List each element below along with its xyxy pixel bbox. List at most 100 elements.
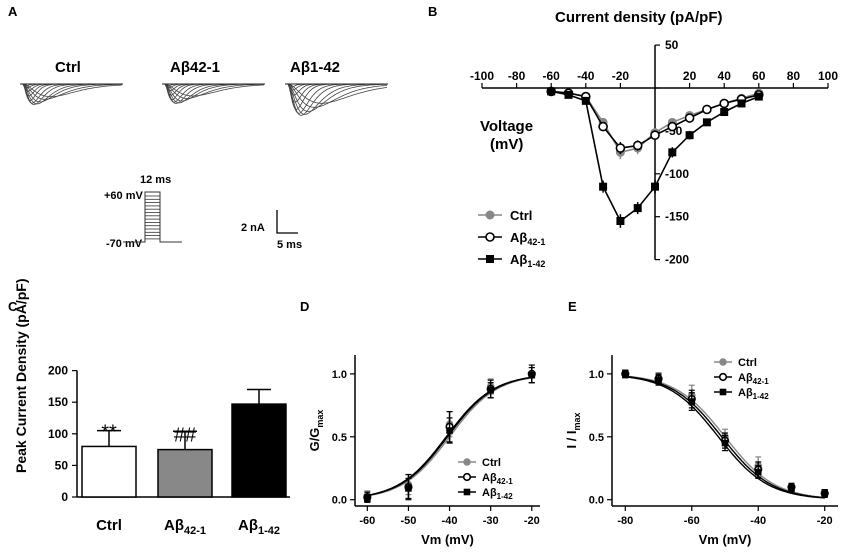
current-trace xyxy=(20,83,123,97)
legend-label: Aβ1-42 xyxy=(738,387,769,401)
legend-marker xyxy=(463,458,471,466)
iv-point xyxy=(633,204,642,213)
traces-ctrl xyxy=(20,83,123,106)
iv-x-tick-label: 80 xyxy=(787,69,801,83)
current-trace xyxy=(162,83,264,99)
iv-y-tick-label: -100 xyxy=(665,167,689,181)
protocol-steps xyxy=(145,195,160,240)
traces-ab1-42 xyxy=(285,83,388,116)
protocol-time-label: 12 ms xyxy=(140,174,171,186)
iv-title: Current density (pA/pF) xyxy=(555,9,723,26)
y-tick-label: 0.0 xyxy=(589,495,604,507)
iv-x-tick-label: -40 xyxy=(577,69,595,83)
bar-annotation: ## xyxy=(174,425,197,447)
data-point xyxy=(405,485,412,492)
y-tick-label: 1.0 xyxy=(589,369,604,381)
bar-marks: ** Ctrl ## Aβ42-1 Aβ1-42 xyxy=(81,388,287,537)
legend-marker xyxy=(486,255,494,263)
iv-point xyxy=(632,140,643,151)
iv-axes xyxy=(481,44,829,261)
data-point xyxy=(364,495,371,502)
trace-label-ctrl: Ctrl xyxy=(55,59,81,76)
protocol-bottom-voltage: -70 mV xyxy=(106,238,143,250)
iv-y-tick-label: -150 xyxy=(665,210,689,224)
bar-y-tick-label: 200 xyxy=(48,364,68,378)
y-axis-label: I / Imax xyxy=(564,412,582,448)
data-point xyxy=(446,427,453,434)
iv-point xyxy=(668,148,677,157)
iv-point xyxy=(667,121,678,132)
iv-xlabel-line1: Voltage xyxy=(480,118,533,135)
panel-d: 0.0 0.5 1.0 -60 -50 -40 -30 -20 Vm (mV) G/Gmax Ctr… xyxy=(307,355,540,547)
iv-x-tick-label: -100 xyxy=(470,69,494,83)
bar-y-tick-label: 50 xyxy=(55,458,69,472)
x-tick-label: -60 xyxy=(359,515,375,527)
iv-x-tick-label: 100 xyxy=(818,69,838,83)
panel-b: Current density (pA/pF) Voltage (mV) -10… xyxy=(470,9,838,269)
panel-label-a: A xyxy=(8,4,18,19)
data-point xyxy=(621,370,629,378)
x-tick-label: -60 xyxy=(684,515,700,527)
protocol-outline xyxy=(123,191,182,243)
iv-point xyxy=(581,96,590,105)
iv-point xyxy=(651,182,659,191)
panel-label-d: D xyxy=(300,299,309,314)
iv-point xyxy=(737,99,746,108)
data-point xyxy=(788,485,795,492)
iv-x-tick-label: 40 xyxy=(718,69,732,83)
bar-y-tick-label: 100 xyxy=(48,427,68,441)
iv-y-tick-label: -200 xyxy=(665,253,689,267)
data-point xyxy=(821,490,829,497)
bar-annotation: ** xyxy=(101,421,117,443)
x-tick-label: -30 xyxy=(483,515,499,527)
inactivation-chart: 0.0 0.5 1.0 -80 -60 -40 -20 Vm (mV) I / Imax Ctrl… xyxy=(564,355,838,547)
panel-label-e: E xyxy=(568,299,577,314)
legend-label: Ctrl xyxy=(482,457,501,469)
panel-a: Ctrl Aβ42-1 Aβ1-42 12 ms +60 mV -70 mV 2… xyxy=(20,59,388,251)
x-tick-label: -20 xyxy=(817,515,833,527)
legend-marker xyxy=(485,210,495,220)
data-point xyxy=(655,376,662,384)
data-point xyxy=(528,371,536,379)
bar-category-label: Aβ42-1 xyxy=(164,517,206,537)
activation-chart: 0.0 0.5 1.0 -60 -50 -40 -30 -20 Vm (mV) G/Gmax Ctr… xyxy=(307,355,540,547)
iv-xlabel-line2: (mV) xyxy=(490,136,523,153)
bar-category-label: Aβ1-42 xyxy=(238,517,280,537)
voltage-protocol: 12 ms +60 mV -70 mV xyxy=(104,174,182,250)
bar-ylabel: Peak Current Density (pA/pF) xyxy=(13,279,29,473)
scale-bar: 2 nA 5 ms xyxy=(241,210,302,251)
iv-point xyxy=(754,92,763,101)
iv-x-tick-label: 20 xyxy=(683,69,697,83)
x-axis-label: Vm (mV) xyxy=(699,532,752,547)
panel-label-c: C xyxy=(8,299,18,314)
current-trace xyxy=(285,83,388,104)
legend-marker xyxy=(718,372,728,382)
panel-e: 0.0 0.5 1.0 -80 -60 -40 -20 Vm (mV) I / Imax Ctrl… xyxy=(564,355,838,547)
data-point xyxy=(721,439,729,447)
trace-label-ab42-1: Aβ42-1 xyxy=(170,59,220,76)
iv-x-tick-label: 60 xyxy=(752,69,766,83)
iv-point xyxy=(547,87,556,96)
y-axis-label: G/Gmax xyxy=(307,410,325,452)
series-ab1-42 xyxy=(364,366,536,503)
bar-0 xyxy=(81,445,137,498)
x-axis-label: Vm (mV) xyxy=(421,532,474,547)
current-trace xyxy=(285,83,388,108)
iv-series-ab1-42 xyxy=(547,87,763,228)
current-trace xyxy=(285,83,387,116)
current-trace xyxy=(20,83,122,100)
legend-marker xyxy=(719,358,727,366)
legend-label: Aβ1-42 xyxy=(510,252,545,269)
data-point xyxy=(487,386,494,394)
iv-point xyxy=(598,121,608,132)
legend-label: Ctrl xyxy=(510,208,532,223)
series-ab1-42 xyxy=(621,369,829,499)
iv-point xyxy=(719,98,730,109)
legend-label: Aβ42-1 xyxy=(510,230,545,247)
legend-label: Ctrl xyxy=(738,357,757,369)
scale-bar-lines xyxy=(276,210,298,234)
y-tick-label: 0.5 xyxy=(589,432,604,444)
panel-c: Peak Current Density (pA/pF) 0 50 100 150 20… xyxy=(13,279,290,537)
iv-x-tick-label: -60 xyxy=(543,69,561,83)
bar-y-tick-label: 0 xyxy=(61,490,68,504)
